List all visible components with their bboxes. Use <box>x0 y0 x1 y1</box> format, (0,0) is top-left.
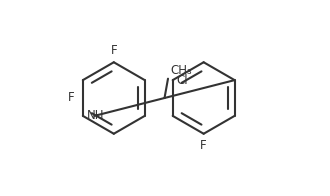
Text: F: F <box>111 44 117 57</box>
Text: NH: NH <box>87 109 105 122</box>
Text: F: F <box>68 92 75 104</box>
Text: Cl: Cl <box>176 74 188 87</box>
Text: CH₃: CH₃ <box>170 64 192 77</box>
Text: F: F <box>200 139 207 152</box>
